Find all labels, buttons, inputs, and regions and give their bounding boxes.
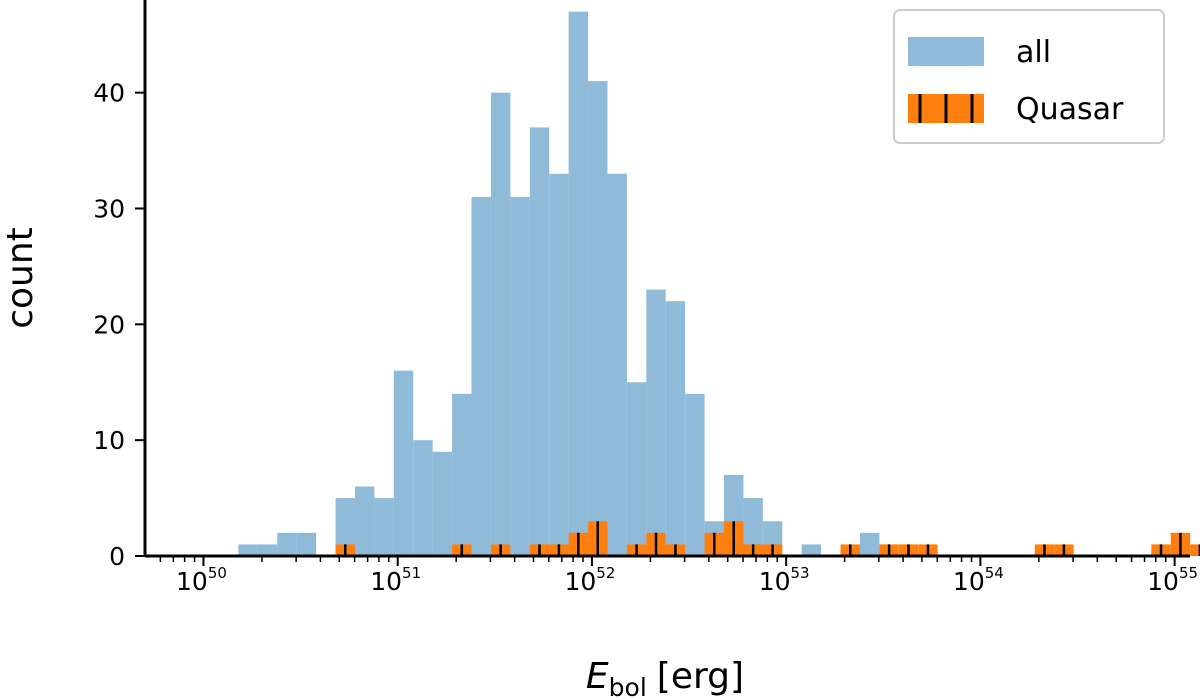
bar-all xyxy=(801,544,822,556)
bar-all xyxy=(393,370,414,556)
bar-all xyxy=(432,451,453,556)
y-axis-label: count xyxy=(0,227,41,329)
x-axis-label: Ebol [erg] xyxy=(586,656,744,699)
bar-all xyxy=(859,532,880,556)
series-all-bars xyxy=(238,11,880,557)
x-tick-label: 1051 xyxy=(370,564,421,596)
bar-all xyxy=(685,393,705,556)
y-tick-label: 0 xyxy=(109,542,125,571)
y-tick-label: 20 xyxy=(93,310,125,339)
bar-all xyxy=(277,532,297,556)
bar-all xyxy=(626,382,647,556)
bar-all xyxy=(568,11,589,557)
bar-all xyxy=(646,289,666,556)
bar-all xyxy=(413,440,433,556)
y-tick-label: 10 xyxy=(93,426,125,455)
bar-all xyxy=(607,173,627,556)
x-axis-ticks: 1050 1051 1052 1053 1054 1055 xyxy=(159,556,1198,596)
bar-all xyxy=(529,127,550,557)
bar-quasar xyxy=(1190,544,1200,556)
bar-all xyxy=(743,498,763,556)
bar-all xyxy=(238,544,258,556)
x-axis-label-unit: [erg] xyxy=(657,656,744,697)
bar-all xyxy=(335,498,355,556)
legend-label-quasar: Quasar xyxy=(1016,92,1124,127)
x-axis-label-main: E xyxy=(586,656,609,697)
bar-all xyxy=(588,81,608,556)
y-axis-ticks: 0 10 20 30 40 xyxy=(93,79,145,571)
bar-all xyxy=(296,532,317,556)
bar-all xyxy=(374,498,394,556)
bar-all xyxy=(549,173,569,556)
legend-label-all: all xyxy=(1016,35,1051,70)
bar-all xyxy=(510,196,530,556)
x-tick-label: 1050 xyxy=(176,564,227,596)
y-tick-label: 30 xyxy=(93,195,125,224)
y-tick-label: 40 xyxy=(93,79,125,108)
bar-all xyxy=(354,486,375,556)
x-tick-label: 1055 xyxy=(1147,564,1198,596)
bar-all xyxy=(452,393,472,556)
legend-swatch-all xyxy=(908,37,984,66)
x-tick-label: 1052 xyxy=(564,564,615,596)
x-tick-label: 1054 xyxy=(953,564,1004,596)
x-axis-label-subscript: bol xyxy=(609,673,647,699)
bar-all xyxy=(490,92,511,557)
bar-all xyxy=(257,544,278,556)
legend: all Quasar xyxy=(893,9,1165,144)
series-quasar-bars xyxy=(335,521,1200,556)
bar-all xyxy=(471,196,491,556)
legend-swatch-quasar xyxy=(908,94,984,123)
bar-all xyxy=(665,301,686,556)
x-tick-label: 1053 xyxy=(759,564,810,596)
